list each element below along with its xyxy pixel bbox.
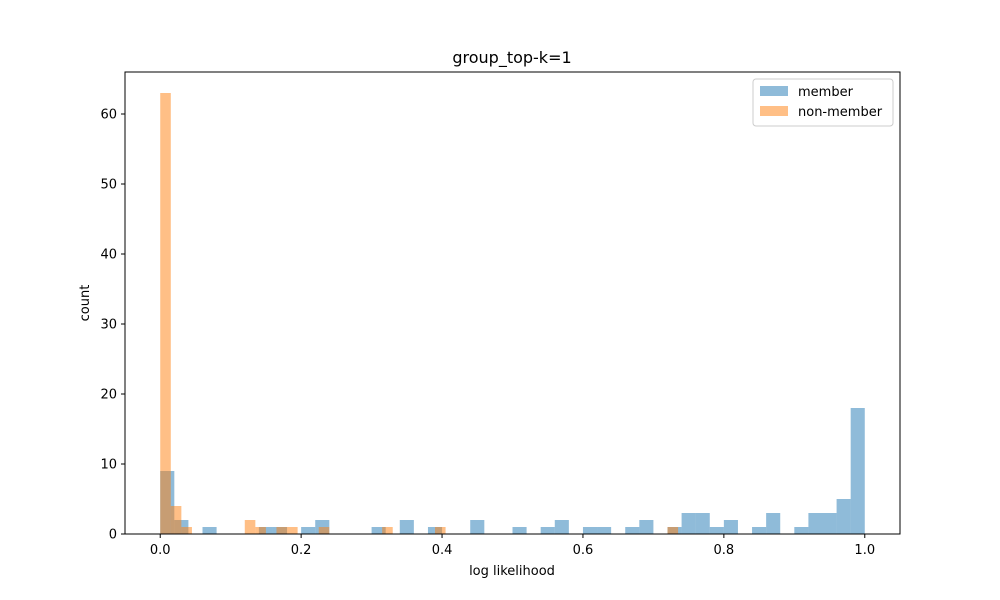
bar-member <box>202 527 217 534</box>
bar-member <box>470 520 485 534</box>
bar-non-member <box>435 527 446 534</box>
y-tick-label: 60 <box>100 108 117 123</box>
bar-member <box>681 513 696 534</box>
y-tick-label: 0 <box>109 528 117 543</box>
x-tick-label: 0.2 <box>291 543 312 558</box>
bar-member <box>371 527 386 534</box>
bar-member <box>512 527 527 534</box>
x-tick-label: 1.0 <box>854 543 875 558</box>
y-axis-ticks: 0 10 20 30 40 50 60 <box>100 108 125 543</box>
bar-non-member <box>255 527 266 534</box>
bar-non-member <box>170 506 182 534</box>
plot-frame <box>124 71 901 535</box>
bar-member <box>258 527 273 534</box>
y-tick-label: 10 <box>100 458 117 473</box>
x-tick-label: 0.0 <box>150 543 171 558</box>
bar-member <box>723 520 738 534</box>
x-axis-label: log likelihood <box>469 564 555 579</box>
legend-label-member: member <box>798 85 854 100</box>
bar-member <box>597 527 612 534</box>
bar-member <box>639 520 654 534</box>
bar-non-member <box>276 527 288 534</box>
bar-member <box>766 513 781 534</box>
x-tick-label: 0.4 <box>432 543 453 558</box>
bar-member <box>836 499 851 534</box>
legend-label-non-member: non-member <box>798 105 883 120</box>
bar-member <box>540 527 555 534</box>
bars-layer <box>160 93 865 534</box>
bar-member <box>554 520 569 534</box>
x-tick-label: 0.8 <box>714 543 735 558</box>
bar-non-member <box>382 527 393 534</box>
x-axis-ticks: 0.0 0.2 0.4 0.6 0.8 1.0 <box>150 534 875 558</box>
bar-member <box>582 527 598 534</box>
y-tick-label: 50 <box>100 178 117 193</box>
bar-member <box>709 527 724 534</box>
legend: member non-member <box>752 78 894 127</box>
y-tick-label: 40 <box>100 248 117 263</box>
bar-member <box>301 527 316 534</box>
y-tick-label: 30 <box>100 318 117 333</box>
bar-non-member <box>318 527 330 534</box>
bar-non-member <box>244 520 256 534</box>
y-axis-label: count <box>78 285 93 322</box>
y-tick-label: 20 <box>100 388 117 403</box>
bar-member <box>399 520 414 534</box>
bar-non-member <box>160 93 171 534</box>
chart-title: group_top-k=1 <box>452 48 571 68</box>
bar-member <box>822 513 837 534</box>
legend-swatch-non-member <box>760 106 788 116</box>
x-tick-label: 0.6 <box>573 543 594 558</box>
bar-member <box>850 408 865 534</box>
bar-member <box>808 513 823 534</box>
bar-member <box>794 527 809 534</box>
bar-member <box>695 513 710 534</box>
bar-member <box>625 527 640 534</box>
bar-non-member <box>667 527 679 534</box>
legend-swatch-member <box>760 86 788 96</box>
bar-non-member <box>287 527 298 534</box>
bar-member <box>752 527 767 534</box>
bar-non-member <box>181 527 192 534</box>
